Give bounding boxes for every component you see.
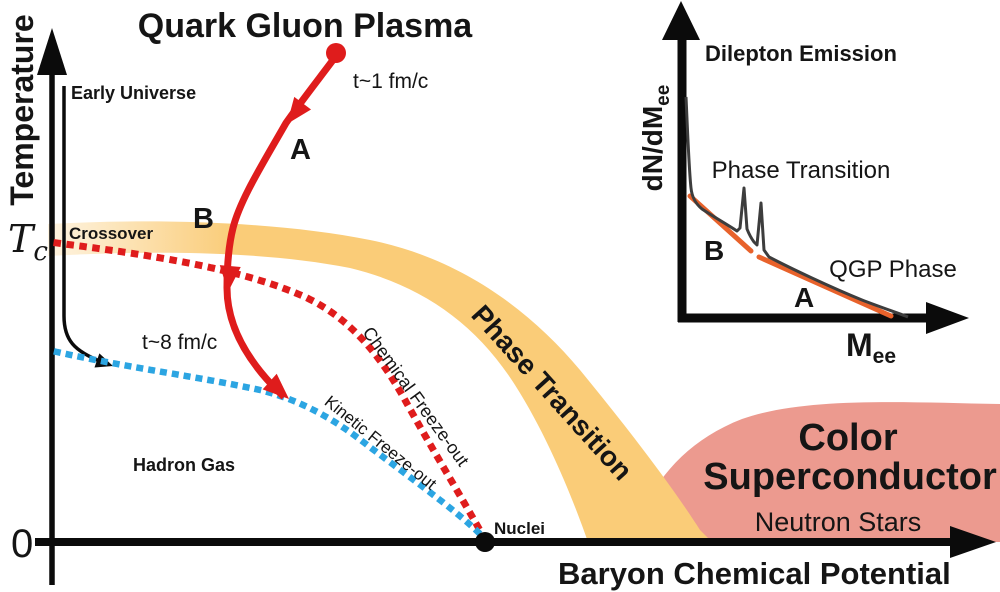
temperature-axis-arrowhead bbox=[37, 28, 67, 75]
y-axis-label: Temperature bbox=[4, 14, 40, 205]
t1-label: t~1 fm/c bbox=[353, 70, 428, 93]
crossover-label: Crossover bbox=[69, 224, 153, 243]
trajectory-arrowhead-end bbox=[262, 373, 289, 399]
dilepton-spectrum-curve bbox=[684, 96, 909, 319]
inset-title: Dilepton Emission bbox=[705, 41, 897, 66]
phase-transition-band bbox=[48, 221, 712, 543]
baryon-axis-arrowhead bbox=[950, 526, 996, 558]
inset-qgp-phase-label: QGP Phase bbox=[829, 256, 957, 283]
inset-x-axis-arrowhead bbox=[926, 302, 969, 334]
neutron-stars-label: Neutron Stars bbox=[755, 507, 922, 537]
hadron-gas-label: Hadron Gas bbox=[133, 455, 235, 475]
origin-zero-label: 0 bbox=[11, 522, 33, 566]
nuclei-dot bbox=[475, 532, 495, 552]
inset-y-axis-arrowhead bbox=[662, 1, 700, 40]
nuclei-label: Nuclei bbox=[494, 519, 545, 538]
x-axis-label: Baryon Chemical Potential bbox=[558, 556, 951, 591]
diagram-title: Quark Gluon Plasma bbox=[138, 7, 474, 45]
trajectory-label-b: B bbox=[193, 203, 214, 235]
dilepton-inset: Dilepton Emission dN/dMee Mee Phase Tran… bbox=[637, 1, 969, 368]
qgp-start-dot bbox=[326, 43, 346, 63]
inset-phase-transition-label: Phase Transition bbox=[712, 157, 891, 184]
inset-label-a: A bbox=[794, 282, 814, 313]
inset-y-axis-label: dN/dMee bbox=[637, 85, 674, 192]
color-superconductor-region bbox=[632, 402, 1000, 542]
trajectory-arrowhead-a bbox=[287, 96, 312, 124]
early-universe-label: Early Universe bbox=[71, 83, 196, 103]
inset-label-b: B bbox=[704, 235, 724, 266]
color-superconductor-label-line1: Color bbox=[798, 417, 897, 459]
color-superconductor-label-line2: Superconductor bbox=[703, 456, 997, 498]
t8-label: t~8 fm/c bbox=[142, 331, 217, 354]
fit-segment-b bbox=[687, 193, 754, 254]
inset-x-axis-label: Mee bbox=[846, 327, 896, 368]
tc-label: Tc bbox=[8, 217, 48, 267]
kinetic-freeze-out-curve bbox=[53, 348, 483, 537]
chemical-freeze-out-curve bbox=[53, 239, 487, 539]
trajectory-arrowhead-b bbox=[219, 265, 241, 292]
phase-transition-label: Phase Transition bbox=[466, 299, 639, 486]
trajectory-label-a: A bbox=[290, 134, 311, 166]
fit-segment-a bbox=[756, 254, 894, 319]
